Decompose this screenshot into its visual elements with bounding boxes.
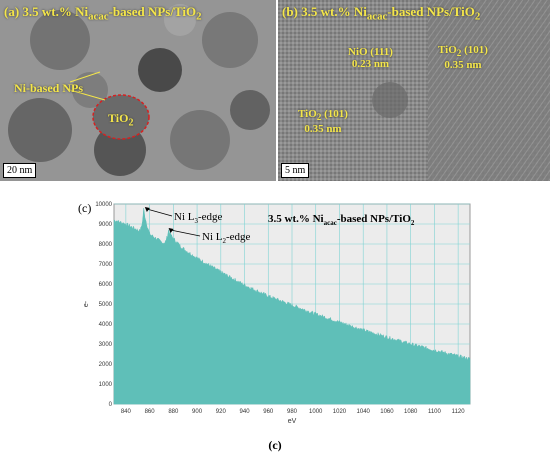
- x-tick-label: 1020: [333, 409, 347, 415]
- annotation-arrow: [146, 208, 173, 217]
- x-tick-label: 1100: [428, 409, 442, 415]
- tem-image-panel-b: (b) 3.5 wt.% Niacac-based NPs/TiO2 NiO (…: [278, 0, 550, 181]
- y-tick-label: 9000: [99, 222, 113, 228]
- y-tick-label: 8000: [99, 242, 113, 248]
- x-tick-label: 860: [145, 409, 156, 415]
- y-tick-label: 2000: [99, 362, 113, 368]
- x-tick-label: 880: [168, 409, 179, 415]
- y-tick-label: 7000: [99, 262, 113, 268]
- tio2-annotation-left: TiO2 (101) 0.35 nm: [298, 108, 348, 136]
- x-tick-label: 980: [287, 409, 298, 415]
- panel-b-title: (b) 3.5 wt.% Niacac-based NPs/TiO2: [282, 4, 481, 23]
- scale-bar-a: 20 nm: [3, 163, 37, 178]
- ni-nps-annotation: Ni-based NPs: [14, 81, 84, 95]
- edge-annotation: Ni L3-edge: [174, 211, 223, 225]
- x-tick-label: 900: [192, 409, 203, 415]
- tio2-annotation: TiO2: [108, 111, 134, 129]
- annotation-arrow: [170, 229, 201, 237]
- nio-annotation: NiO (111) 0.23 nm: [348, 46, 393, 70]
- spectrum-area: [113, 208, 471, 405]
- tio2-annotation-right: TiO2 (101) 0.35 nm: [438, 44, 488, 72]
- chart-title: 3.5 wt.% Niacac-based NPs/TiO2: [268, 213, 415, 227]
- x-tick-label: 960: [263, 409, 274, 415]
- x-tick-label: 1080: [404, 409, 418, 415]
- chart-svg: 840 860 880 900 920 940 960 980 1000 1020 1040 1060…: [78, 201, 471, 425]
- chart-panel-label: (c): [78, 201, 91, 215]
- x-axis-label: eV: [288, 418, 297, 425]
- tem-image-a: [0, 0, 276, 181]
- x-tick-label: 1060: [380, 409, 394, 415]
- y-tick-label: 10000: [95, 202, 112, 208]
- x-tick-label: 1000: [309, 409, 323, 415]
- annotation-arrowhead: [168, 228, 174, 233]
- x-tick-label: 840: [121, 409, 132, 415]
- x-tick-label: 940: [240, 409, 251, 415]
- eels-spectrum-chart: 840 860 880 900 920 940 960 980 1000 1020 1040 1060…: [78, 198, 478, 426]
- x-tick-label: 1120: [452, 409, 466, 415]
- y-tick-label: 1000: [99, 382, 113, 388]
- panel-a-title: (a) 3.5 wt.% Niacac-based NPs/TiO2: [4, 4, 202, 23]
- tem-image-b: [278, 0, 550, 181]
- y-tick-label: 5000: [99, 302, 113, 308]
- x-tick-label: 920: [216, 409, 227, 415]
- scale-bar-b: 5 nm: [281, 163, 310, 178]
- tem-image-panel-a: (a) 3.5 wt.% Niacac-based NPs/TiO2 Ni-ba…: [0, 0, 276, 181]
- annotation-arrowhead: [144, 207, 150, 212]
- y-tick-label: 6000: [99, 282, 113, 288]
- edge-annotation: Ni L2-edge: [202, 231, 251, 245]
- figure-caption: (c): [268, 438, 282, 452]
- y-tick-label: 4000: [99, 322, 113, 328]
- y-axis-label: e-: [83, 300, 90, 307]
- x-tick-label: 1040: [357, 409, 371, 415]
- y-tick-label: 0: [109, 402, 113, 408]
- y-tick-label: 3000: [99, 342, 113, 348]
